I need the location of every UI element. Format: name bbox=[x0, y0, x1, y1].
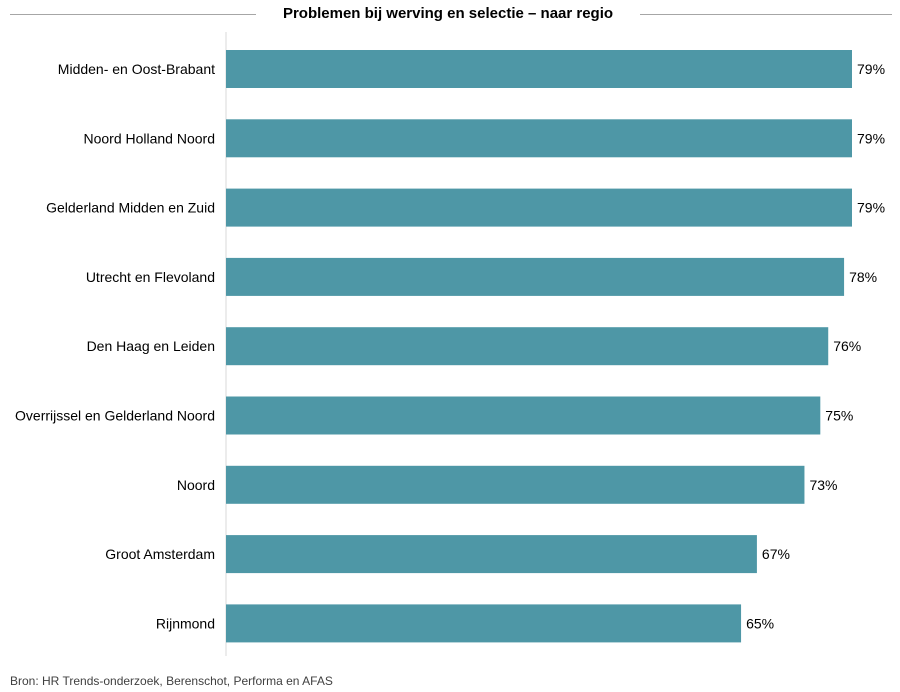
chart-title-bar: Problemen bij werving en selectie – naar… bbox=[10, 3, 892, 25]
bar bbox=[226, 50, 852, 88]
category-label: Midden- en Oost-Brabant bbox=[58, 61, 215, 77]
bar bbox=[226, 327, 829, 366]
value-label: 79% bbox=[857, 130, 885, 146]
value-label: 67% bbox=[762, 546, 790, 562]
bar bbox=[226, 535, 757, 574]
category-label: Groot Amsterdam bbox=[105, 546, 215, 562]
value-label: 73% bbox=[809, 477, 837, 493]
value-label: 65% bbox=[746, 615, 774, 631]
title-rule-right bbox=[640, 14, 892, 15]
bar bbox=[226, 257, 845, 296]
value-label: 79% bbox=[857, 61, 885, 77]
source-note: Bron: HR Trends-onderzoek, Berenschot, P… bbox=[10, 674, 333, 688]
bar bbox=[226, 465, 805, 504]
category-label: Utrecht en Flevoland bbox=[86, 269, 215, 285]
bar bbox=[226, 119, 852, 158]
chart-title: Problemen bij werving en selectie – naar… bbox=[282, 5, 614, 22]
bar bbox=[226, 188, 852, 227]
category-label: Gelderland Midden en Zuid bbox=[46, 200, 215, 216]
category-label: Overrijssel en Gelderland Noord bbox=[15, 408, 215, 424]
category-label: Noord Holland Noord bbox=[83, 130, 215, 146]
bar bbox=[226, 604, 742, 643]
category-label: Den Haag en Leiden bbox=[87, 338, 215, 354]
category-label: Noord bbox=[177, 477, 215, 493]
category-label: Rijnmond bbox=[156, 615, 215, 631]
value-label: 79% bbox=[857, 200, 885, 216]
bar bbox=[226, 396, 821, 435]
title-rule-left bbox=[10, 14, 256, 15]
value-label: 76% bbox=[833, 338, 861, 354]
value-label: 75% bbox=[825, 408, 853, 424]
value-label: 78% bbox=[849, 269, 877, 285]
